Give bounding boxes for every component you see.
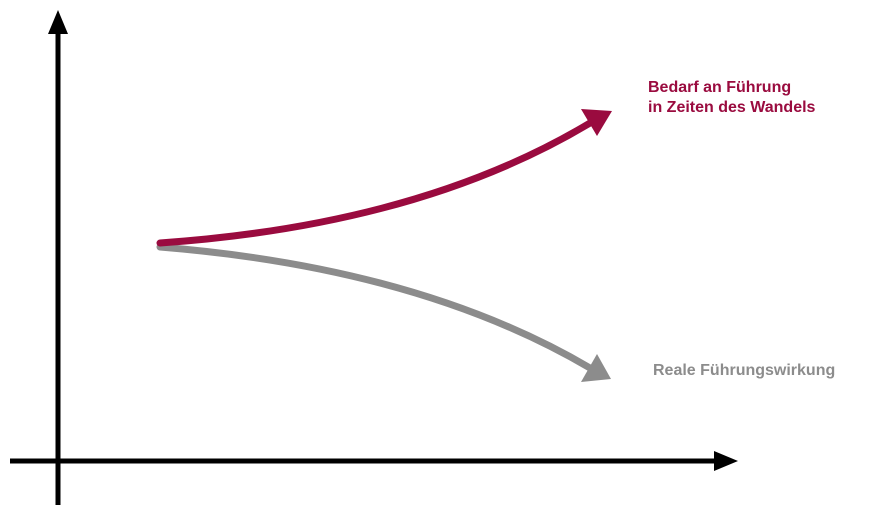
effect-label: Reale Führungswirkung <box>653 361 835 381</box>
demand-curve <box>156 119 594 247</box>
demand-label: Bedarf an Führung in Zeiten des Wandels <box>648 78 815 118</box>
y-axis-arrowhead <box>48 10 68 34</box>
effect-arrowhead <box>581 354 611 382</box>
demand-arrowhead <box>581 109 612 136</box>
effect-curve <box>156 243 594 372</box>
effect-label-text: Reale Führungswirkung <box>653 362 836 379</box>
demand-label-line-1: Bedarf an Führung <box>648 79 792 96</box>
x-axis-arrowhead <box>714 451 738 471</box>
demand-label-line-2: in Zeiten des Wandels <box>648 99 816 116</box>
